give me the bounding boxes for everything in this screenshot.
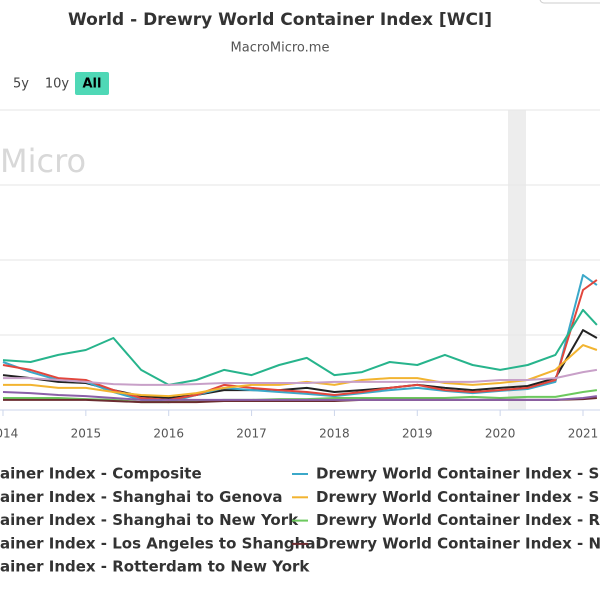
x-tick-label: 2021 xyxy=(568,427,599,441)
series-line xyxy=(3,368,598,386)
range-button[interactable]: 10y xyxy=(45,77,70,92)
legend-label[interactable]: ainer Index - Composite xyxy=(0,465,202,483)
range-button[interactable]: All xyxy=(83,77,102,92)
series-line xyxy=(2,279,598,401)
x-tick-label: 2014 xyxy=(0,427,18,441)
chart-subtitle: MacroMicro.me xyxy=(231,41,330,56)
legend-label[interactable]: ainer Index - Shanghai to Genova xyxy=(0,488,283,506)
series-line xyxy=(2,308,598,386)
legend-label[interactable]: Drewry World Container Index - Shang xyxy=(316,465,600,483)
legend-label[interactable]: Drewry World Container Index - Rotter xyxy=(316,511,600,529)
x-tick-label: 2015 xyxy=(71,427,102,441)
watermark: Micro xyxy=(0,142,86,180)
series-line xyxy=(2,329,598,399)
chart-title: World - Drewry World Container Index [WC… xyxy=(68,10,492,30)
x-tick-label: 2017 xyxy=(236,427,267,441)
x-tick-label: 2018 xyxy=(319,427,350,441)
x-tick-label: 2016 xyxy=(153,427,184,441)
series-line xyxy=(3,344,598,398)
x-tick-label: 2019 xyxy=(402,427,433,441)
legend-label[interactable]: ainer Index - Los Angeles to Shanghai xyxy=(0,534,321,552)
x-tick-label: 2020 xyxy=(485,427,516,441)
legend-label[interactable]: ainer Index - Shanghai to New York xyxy=(0,511,299,529)
legend-label[interactable]: Drewry World Container Index - New Y xyxy=(316,534,600,552)
legend-label[interactable]: ainer Index - Rotterdam to New York xyxy=(0,558,310,576)
range-button-bg[interactable] xyxy=(75,72,109,95)
legend-label[interactable]: Drewry World Container Index - Shang xyxy=(316,488,600,506)
menu-button[interactable] xyxy=(539,0,600,4)
series-line xyxy=(2,391,598,401)
range-button[interactable]: 5y xyxy=(13,77,29,92)
